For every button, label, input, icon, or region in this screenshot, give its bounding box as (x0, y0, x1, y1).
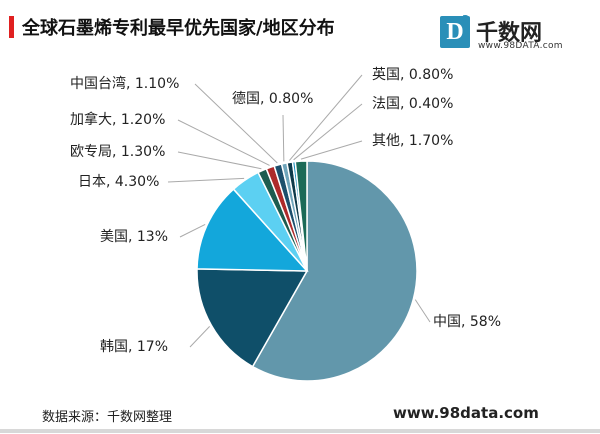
slice-label-10: 法国, 0.40% (372, 96, 453, 112)
logo-badge-letter: D (446, 19, 464, 45)
slice-label-4: 日本, 4.30% (78, 174, 159, 190)
leader-line-10 (293, 103, 363, 161)
slice-label-11: 其他, 1.70% (372, 133, 453, 149)
slice-label-2: 韩国, 17% (100, 339, 168, 355)
pie-slice-11[interactable] (294, 160, 308, 272)
leader-line-8 (282, 114, 285, 162)
page-title: 全球石墨烯专利最早优先国家/地区分布 (22, 18, 335, 39)
pie-slices (196, 160, 418, 382)
logo-name: 千数网 (476, 21, 543, 46)
leader-lines (167, 74, 431, 348)
logo-badge-superscript: 3 (462, 14, 469, 25)
brand-logo[interactable]: D 3 千数网 www.98DATA.com (440, 14, 590, 56)
leader-line-6 (177, 119, 270, 166)
logo-d-badge-icon: D (440, 16, 470, 48)
slice-label-5: 欧专局, 1.30% (70, 144, 165, 160)
slice-label-8: 德国, 0.80% (232, 91, 313, 107)
leader-line-9 (289, 74, 363, 161)
leader-line-11 (300, 140, 363, 160)
pie-slice-2[interactable] (196, 268, 309, 368)
leader-line-5 (177, 151, 262, 170)
slice-label-6: 加拿大, 1.20% (70, 111, 165, 128)
pie-slice-3[interactable] (196, 188, 309, 272)
title-accent-bar (9, 16, 14, 38)
data-source-note: 数据来源：千数网整理 (42, 410, 173, 425)
leader-line-2 (189, 326, 211, 348)
slice-label-7: 中国台湾, 1.10% (70, 75, 179, 92)
logo-domain: www.98DATA.com (478, 41, 563, 51)
slice-label-3: 美国, 13% (100, 229, 168, 245)
pie-slice-1[interactable] (251, 160, 418, 382)
leader-line-7 (194, 83, 278, 164)
slice-label-9: 英国, 0.80% (372, 66, 453, 83)
website-link[interactable]: www.98data.com (393, 404, 539, 422)
slice-label-1: 中国, 58% (433, 314, 501, 330)
leader-line-4 (167, 177, 245, 183)
slice-labels: 中国, 58% 韩国, 17% 美国, 13% 日本, 4.30% 欧专局, 1.30%… (70, 66, 501, 355)
leader-line-1 (414, 299, 431, 323)
leader-line-3 (179, 223, 206, 238)
bottom-border (0, 429, 600, 433)
